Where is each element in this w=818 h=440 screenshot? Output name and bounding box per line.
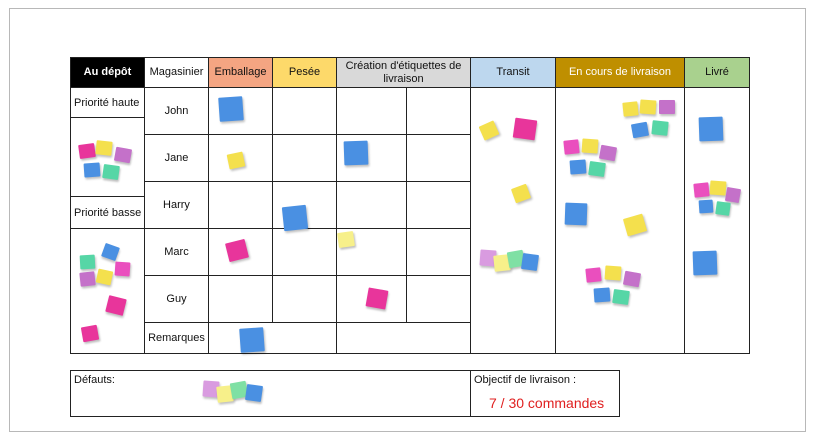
sticky-note[interactable] [581,138,599,154]
sticky-note[interactable] [113,146,133,164]
sticky-note[interactable] [630,121,650,139]
sticky-note[interactable] [95,268,114,286]
sticky-note[interactable] [698,199,714,214]
livre-column [684,87,750,354]
cell-emballage-guy [208,275,273,323]
sticky-note[interactable] [588,160,606,178]
header-au-depot: Au dépôt [70,57,145,88]
sticky-note[interactable] [651,120,669,136]
objectif-box: Objectif de livraison : 7 / 30 commandes [470,370,620,417]
cell-creation-a-harry [336,181,407,229]
sticky-note[interactable] [659,100,675,114]
worker-marc: Marc [144,228,209,276]
sticky-note[interactable] [604,265,622,281]
cell-creation-b-harry [406,181,471,229]
defauts-box: Défauts: [70,370,471,417]
remarques-label: Remarques [144,322,209,354]
sticky-note[interactable] [239,327,265,353]
sticky-note[interactable] [622,270,642,288]
sticky-note[interactable] [102,163,120,181]
sticky-note[interactable] [569,159,587,175]
header-emballage: Emballage [208,57,273,88]
sticky-note[interactable] [218,96,244,122]
sticky-note[interactable] [281,204,309,232]
sticky-note[interactable] [715,201,731,216]
sticky-note[interactable] [114,261,131,277]
header-transit: Transit [470,57,556,88]
sticky-note[interactable] [622,101,639,117]
sticky-note[interactable] [563,139,580,155]
sticky-note[interactable] [585,267,602,283]
priorite-basse-label: Priorité basse [70,196,145,229]
sticky-note[interactable] [639,99,657,115]
cell-creation-a-john [336,87,407,135]
sticky-note[interactable] [95,140,113,156]
sticky-note[interactable] [709,180,727,196]
sticky-note[interactable] [365,287,389,310]
cell-creation-b-jane [406,134,471,182]
header-pesee: Pesée [272,57,337,88]
sticky-note[interactable] [724,186,742,204]
header-livre: Livré [684,57,750,88]
sticky-note[interactable] [512,117,538,141]
header-creation-etiquettes: Création d'étiquettes de livraison [336,57,471,88]
sticky-note[interactable] [80,324,100,343]
sticky-note[interactable] [692,250,718,276]
cell-creation-b-marc [406,228,471,276]
worker-harry: Harry [144,181,209,229]
cell-pesee-guy [272,275,337,323]
cell-pesee-marc [272,228,337,276]
cell-emballage-harry [208,181,273,229]
cell-pesee-john [272,87,337,135]
defauts-label: Défauts: [74,374,115,386]
sticky-note[interactable] [698,116,724,142]
sticky-note[interactable] [244,383,264,403]
cell-creation-b-guy [406,275,471,323]
sticky-note[interactable] [343,140,369,166]
priorite-haute-label: Priorité haute [70,87,145,118]
sticky-note[interactable] [78,142,96,160]
sticky-note[interactable] [79,271,96,287]
cell-creation-b-john [406,87,471,135]
sticky-note[interactable] [79,254,96,270]
cell-pesee-jane [272,134,337,182]
sticky-note[interactable] [593,287,611,303]
remarques-cell-b [336,322,471,354]
sticky-note[interactable] [83,162,101,178]
remarques-cell-a [208,322,337,354]
objectif-value: 7 / 30 commandes [489,395,605,411]
header-magasinier: Magasinier [144,57,209,88]
sticky-note[interactable] [693,182,710,198]
board-frame [9,8,806,432]
objectif-label: Objectif de livraison : [474,374,577,386]
sticky-note[interactable] [520,252,540,272]
sticky-note[interactable] [564,202,588,226]
worker-guy: Guy [144,275,209,323]
sticky-note[interactable] [337,230,355,249]
sticky-note[interactable] [598,144,618,162]
header-en-cours: En cours de livraison [555,57,685,88]
worker-john: John [144,87,209,135]
worker-jane: Jane [144,134,209,182]
sticky-note[interactable] [612,288,630,306]
